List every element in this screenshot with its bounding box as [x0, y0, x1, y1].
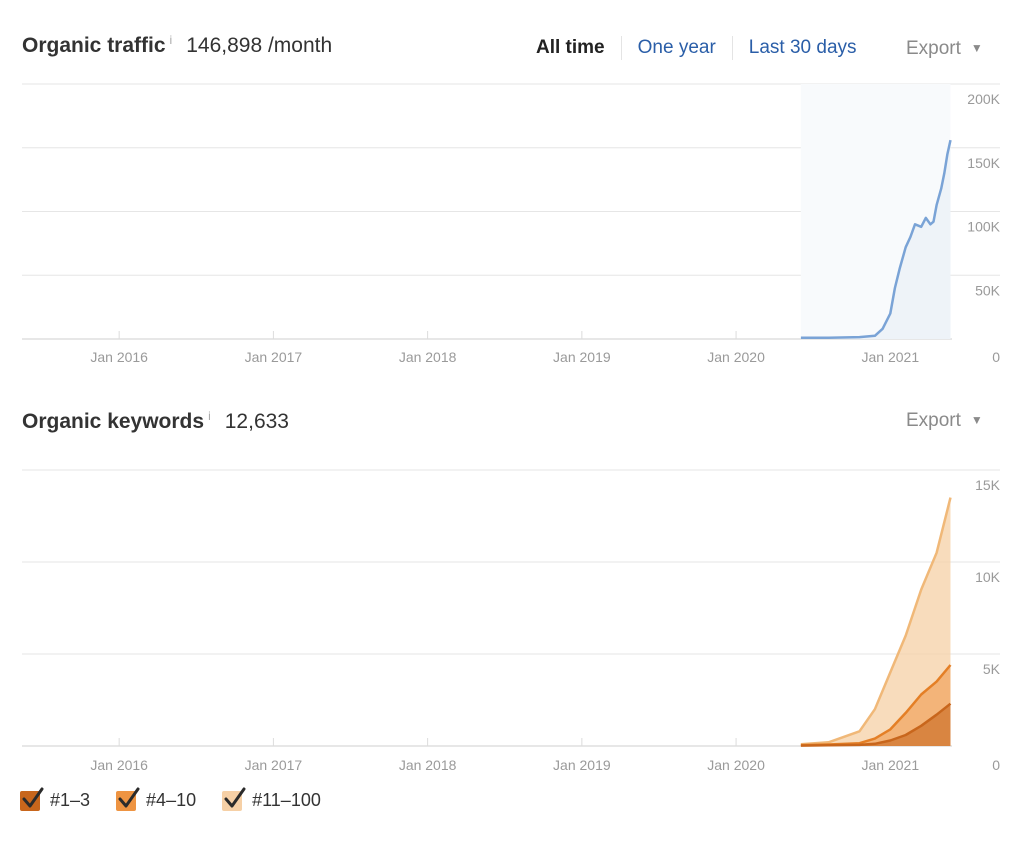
x-tick-label: Jan 2017 [245, 757, 303, 773]
traffic-export-button[interactable]: Export ▼ [906, 38, 983, 60]
check-mark-path [22, 787, 44, 807]
traffic-export-label: Export [906, 38, 961, 59]
y-tick-label: 0 [992, 349, 1000, 365]
traffic-title: Organic traffic [22, 34, 166, 57]
legend-item-top100[interactable]: #11–100 [222, 787, 321, 811]
check-mark-path [224, 787, 246, 807]
x-tick-label: Jan 2016 [90, 349, 148, 365]
keywords-value: 12,633 [224, 410, 289, 433]
traffic-info-icon[interactable]: i [169, 33, 173, 47]
y-tick-label: 15K [975, 477, 1001, 493]
keywords-legend: #1–3 #4–10 #11–100 [20, 787, 347, 811]
chevron-down-icon: ▼ [970, 413, 983, 427]
x-tick-label: Jan 2019 [553, 757, 611, 773]
legend-item-top10[interactable]: #4–10 [116, 787, 197, 811]
x-tick-label: Jan 2020 [707, 349, 765, 365]
series-line-top100 [800, 497, 952, 746]
traffic-series-line [800, 139, 952, 339]
chevron-down-icon: ▼ [970, 41, 983, 55]
x-tick-label: Jan 2021 [862, 349, 920, 365]
traffic-chart: 200K 150K 100K 50K 0 Jan 2016 Jan 2017 Jan 2018… [22, 83, 1001, 365]
checkbox-checked-icon[interactable] [20, 787, 44, 811]
y-tick-label: 5K [983, 661, 1001, 677]
checkbox-checked-icon[interactable] [222, 787, 246, 811]
y-tick-label: 0 [992, 757, 1000, 773]
y-tick-label: 200K [967, 91, 1000, 107]
checkbox-checked-icon[interactable] [116, 787, 140, 811]
tab-one-year[interactable]: One year [622, 36, 733, 60]
x-tick-label: Jan 2020 [707, 757, 765, 773]
keywords-export-label: Export [906, 410, 961, 431]
x-tick-label: Jan 2016 [90, 757, 148, 773]
y-tick-label: 100K [967, 219, 1000, 235]
traffic-value: 146,898 /month [186, 34, 333, 57]
legend-label: #11–100 [252, 790, 321, 810]
tab-last-30-days[interactable]: Last 30 days [748, 37, 857, 58]
series-area-top100 [800, 497, 951, 746]
x-tick-label: Jan 2018 [399, 757, 457, 773]
keywords-info-icon[interactable]: i [208, 409, 211, 423]
check-mark-icon [22, 787, 44, 807]
series-line-top3 [800, 702, 952, 747]
check-mark-path [118, 787, 140, 807]
tab-all-time[interactable]: All time [520, 36, 622, 60]
y-tick-label: 50K [975, 282, 1001, 298]
legend-label: #1–3 [50, 790, 91, 810]
keywords-chart: 15K 10K 5K 0 Jan 2016 Jan 2017 Jan 2018 Jan 201… [22, 469, 1001, 773]
x-tick-label: Jan 2017 [245, 349, 303, 365]
y-tick-label: 150K [967, 155, 1000, 171]
y-tick-label: 10K [975, 569, 1001, 585]
check-mark-icon [224, 787, 246, 807]
series-area-top3 [800, 703, 951, 746]
keywords-title-row: Organic keywords i 12,633 [22, 409, 289, 434]
keywords-export-button[interactable]: Export ▼ [906, 410, 983, 432]
traffic-area [800, 140, 951, 339]
x-tick-label: Jan 2018 [399, 349, 457, 365]
x-tick-label: Jan 2021 [862, 757, 920, 773]
x-tick-label: Jan 2019 [553, 349, 611, 365]
legend-item-top3[interactable]: #1–3 [20, 787, 91, 811]
series-area-top10 [800, 665, 951, 746]
traffic-title-row: Organic traffic i 146,898 /month [22, 33, 333, 58]
time-range-tabs: All time One year Last 30 days [520, 36, 873, 60]
keywords-title: Organic keywords [22, 410, 205, 433]
check-mark-icon [118, 787, 140, 807]
legend-label: #4–10 [146, 790, 197, 810]
